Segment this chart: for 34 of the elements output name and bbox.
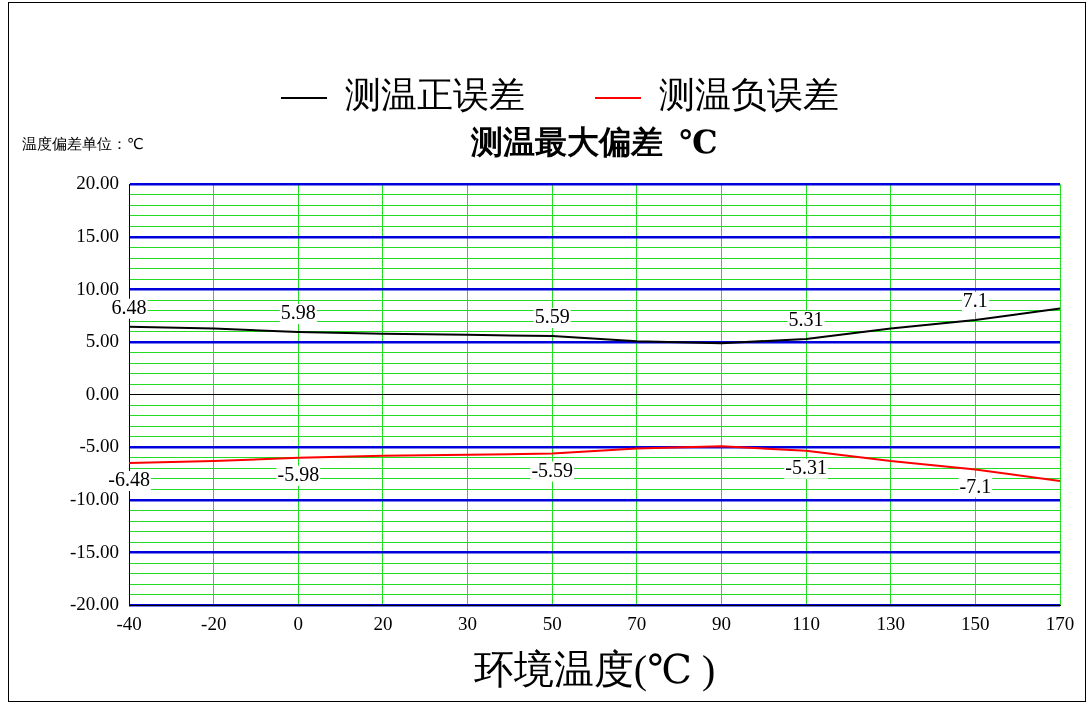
data-label: -5.59 <box>531 458 574 481</box>
data-label: 5.59 <box>534 305 570 328</box>
data-label: -5.31 <box>785 455 827 478</box>
data-label: 7.1 <box>962 289 988 312</box>
x-tick-label: 90 <box>711 612 731 634</box>
x-tick-label: 0 <box>293 612 304 634</box>
data-label: 6.48 <box>111 295 147 318</box>
data-label: 5.98 <box>280 301 316 324</box>
text: 温度偏差单位：℃ <box>22 134 144 152</box>
x-tick-label: 170 <box>1045 612 1075 634</box>
x-tick-label: 130 <box>876 612 905 634</box>
y-tick-label: -5.00 <box>79 435 120 457</box>
x-tick-label: 110 <box>792 612 821 634</box>
y-tick-label: 15.00 <box>76 224 120 246</box>
x-tick-label: 70 <box>627 612 647 634</box>
data-label: -5.98 <box>277 462 320 485</box>
legend-label: 测温正误差 <box>345 75 525 116</box>
x-axis-title: 环境温度(℃ ) <box>473 646 716 692</box>
x-tick-label: 150 <box>961 612 990 634</box>
y-tick-label: 5.00 <box>85 330 120 352</box>
chart-title: 测温最大偏差 ℃ <box>470 123 718 160</box>
y-tick-label: 20.00 <box>76 172 120 194</box>
x-tick-label: 50 <box>542 612 562 634</box>
legend-label: 测温负误差 <box>659 75 839 116</box>
y-tick-label: -15.00 <box>70 540 120 562</box>
x-tick-label: 30 <box>458 612 478 634</box>
data-label: 5.31 <box>788 308 824 331</box>
x-tick-label: 20 <box>373 612 393 634</box>
data-label: -7.1 <box>959 474 992 497</box>
y-tick-label: -20.00 <box>70 593 120 615</box>
x-tick-label: -40 <box>116 612 142 634</box>
data-label: -6.48 <box>108 468 150 491</box>
x-tick-label: -20 <box>201 612 227 634</box>
y-tick-label: 0.00 <box>85 382 120 404</box>
